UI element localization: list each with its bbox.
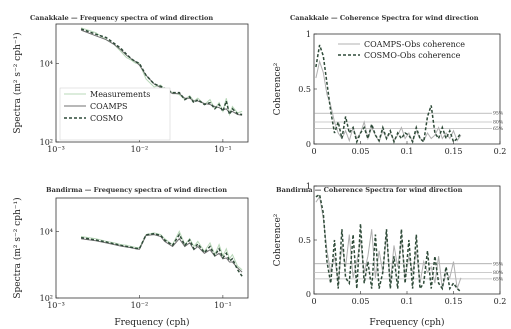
legend-box bbox=[59, 87, 171, 141]
confidence-label: 95% bbox=[493, 261, 504, 267]
y-tick-label: 0.5 bbox=[298, 236, 311, 245]
x-tick-label: 10⁻² bbox=[131, 145, 149, 154]
legend-label: Measurements bbox=[90, 90, 150, 99]
confidence-label: 65% bbox=[493, 276, 504, 282]
y-tick-label: 1 bbox=[306, 182, 311, 191]
legend-label: COAMPS-Obs coherence bbox=[364, 40, 465, 49]
y-tick-label: 10⁴ bbox=[40, 227, 53, 236]
axes-frame bbox=[313, 185, 501, 295]
x-tick-label: 10⁻¹ bbox=[214, 301, 232, 310]
y-axis-label: Coherence² bbox=[273, 62, 283, 115]
x-tick-label: 10⁻³ bbox=[47, 145, 65, 154]
series-line-1 bbox=[81, 234, 243, 273]
x-tick-label: 0 bbox=[311, 297, 316, 306]
confidence-label: 65% bbox=[493, 126, 504, 132]
y-axis-label: Spectra (m² s⁻² cph⁻¹) bbox=[12, 32, 23, 133]
axes-frame bbox=[55, 23, 249, 143]
confidence-label: 80% bbox=[493, 120, 504, 126]
x-axis-label: Frequency (cph) bbox=[369, 317, 444, 328]
series-line-2 bbox=[80, 28, 243, 117]
x-tick-label: 10⁻² bbox=[131, 301, 149, 310]
series-line-2 bbox=[80, 232, 243, 277]
chart-coh2: Bandirma — Coherence Spectra for wind di… bbox=[273, 182, 506, 328]
x-tick-label: 0.05 bbox=[352, 297, 370, 306]
x-tick-label: 10⁻³ bbox=[47, 301, 65, 310]
y-axis-label: Coherence² bbox=[273, 213, 283, 266]
x-tick-label: 0.15 bbox=[445, 147, 463, 156]
series-line-1 bbox=[315, 44, 462, 145]
series-line-1 bbox=[315, 193, 462, 293]
x-tick-label: 0.15 bbox=[445, 297, 463, 306]
series-line-0 bbox=[315, 59, 462, 144]
legend-label: COSMO-Obs coherence bbox=[364, 51, 461, 60]
y-axis-label: Spectra (m² s⁻² cph⁻¹) bbox=[12, 197, 23, 298]
y-tick-label: 0 bbox=[306, 140, 311, 149]
x-tick-label: 0.2 bbox=[494, 147, 507, 156]
y-tick-label: 10⁴ bbox=[40, 59, 53, 68]
x-tick-label: 0.1 bbox=[401, 147, 414, 156]
series-line-0 bbox=[81, 230, 243, 271]
series-line-0 bbox=[80, 27, 243, 117]
chart-title: Bandirma — Frequency spectra of wind dir… bbox=[46, 186, 227, 194]
y-tick-label: 10² bbox=[40, 138, 53, 147]
chart-title: Canakkale — Frequency spectra of wind di… bbox=[30, 14, 213, 22]
x-tick-label: 0.2 bbox=[494, 297, 507, 306]
confidence-label: 80% bbox=[493, 270, 504, 276]
y-tick-label: 0 bbox=[306, 290, 311, 299]
x-tick-label: 0.05 bbox=[352, 147, 370, 156]
chart-spec1: Canakkale — Frequency spectra of wind di… bbox=[12, 14, 249, 154]
x-tick-label: 0 bbox=[311, 147, 316, 156]
y-tick-label: 1 bbox=[306, 30, 311, 39]
x-axis-label: Frequency (cph) bbox=[114, 317, 189, 328]
chart-title: Canakkale — Coherence Spectra for wind d… bbox=[290, 14, 479, 22]
x-tick-label: 10⁻¹ bbox=[214, 145, 232, 154]
chart-title: Bandirma — Coherence Spectra for wind di… bbox=[276, 186, 463, 194]
y-tick-label: 10² bbox=[40, 294, 53, 303]
legend-label: COAMPS bbox=[90, 102, 128, 111]
chart-spec2: Bandirma — Frequency spectra of wind dir… bbox=[12, 186, 249, 328]
confidence-label: 95% bbox=[493, 111, 504, 117]
y-tick-label: 0.5 bbox=[298, 85, 311, 94]
legend-label: COSMO bbox=[90, 114, 123, 123]
chart-coh1: Canakkale — Coherence Spectra for wind d… bbox=[273, 14, 506, 156]
x-tick-label: 0.1 bbox=[401, 297, 414, 306]
axes-frame bbox=[55, 197, 249, 299]
legend-box bbox=[333, 37, 499, 69]
